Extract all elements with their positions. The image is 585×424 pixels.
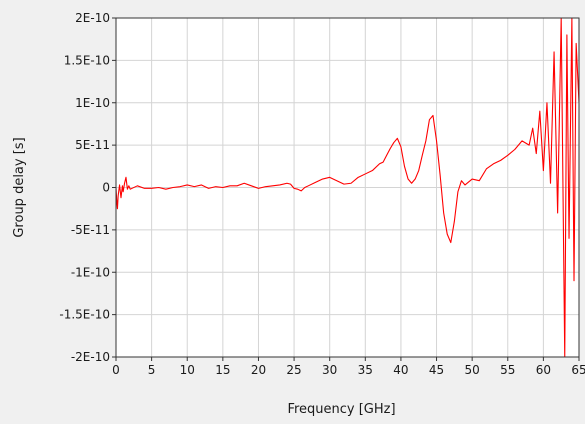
x-tick-label: 30 xyxy=(322,363,337,377)
y-tick-label: 0 xyxy=(102,181,110,195)
y-tick-label: 1.5E-10 xyxy=(64,53,110,67)
x-tick-label: 40 xyxy=(393,363,408,377)
x-tick-label: 50 xyxy=(465,363,480,377)
x-tick-label: 60 xyxy=(536,363,551,377)
y-tick-label: -5E-11 xyxy=(71,223,110,237)
x-tick-label: 35 xyxy=(358,363,373,377)
x-tick-label: 10 xyxy=(180,363,195,377)
x-tick-label: 65 xyxy=(571,363,585,377)
y-tick-label: 2E-10 xyxy=(75,11,110,25)
y-tick-label: -2E-10 xyxy=(71,350,110,364)
y-tick-label: 1E-10 xyxy=(75,96,110,110)
x-tick-label: 20 xyxy=(251,363,266,377)
x-tick-label: 25 xyxy=(286,363,301,377)
x-tick-label: 55 xyxy=(500,363,515,377)
y-tick-label: -1.5E-10 xyxy=(59,308,110,322)
x-tick-labels: 0 5 10 15 20 25 30 35 40 45 50 55 60 65 xyxy=(112,357,585,377)
y-tick-labels: 2E-10 1.5E-10 1E-10 5E-11 0 -5E-11 -1E-10 -1.5E… xyxy=(59,11,116,364)
x-tick-label: 0 xyxy=(112,363,120,377)
x-tick-label: 15 xyxy=(215,363,230,377)
y-tick-label: -1E-10 xyxy=(71,265,110,279)
series-line-1 xyxy=(116,18,579,357)
y-tick-label: 5E-11 xyxy=(75,138,110,152)
y-axis-title: Group delay [s] xyxy=(12,137,27,237)
x-tick-label: 5 xyxy=(148,363,156,377)
x-axis-title: Frequency [GHz] xyxy=(287,402,395,417)
x-tick-label: 45 xyxy=(429,363,444,377)
